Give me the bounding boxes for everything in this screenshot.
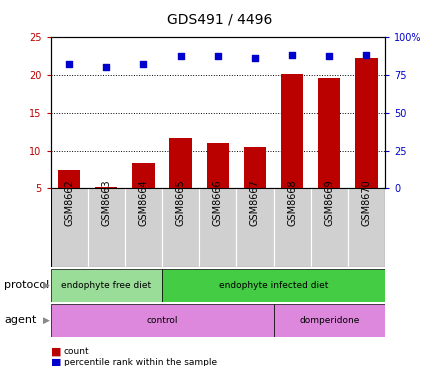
Bar (132, 164, 154, 188)
Text: GSM8664: GSM8664 (139, 180, 148, 226)
Bar (162, 188, 199, 267)
Text: ■: ■ (51, 346, 61, 356)
Bar (311, 188, 348, 267)
Bar (355, 58, 378, 188)
Bar (274, 304, 385, 337)
Bar (244, 147, 266, 188)
Text: ■: ■ (51, 357, 61, 366)
Point (251, 55, 258, 61)
Point (214, 53, 221, 59)
Point (66, 61, 73, 67)
Bar (318, 78, 341, 188)
Bar (274, 188, 311, 267)
Text: GSM8665: GSM8665 (176, 179, 186, 226)
Text: GSM8666: GSM8666 (213, 180, 223, 226)
Bar (51, 304, 274, 337)
Bar (281, 74, 303, 188)
Point (326, 53, 333, 59)
Text: domperidone: domperidone (299, 316, 359, 325)
Text: GSM8662: GSM8662 (64, 179, 74, 226)
Point (177, 53, 184, 59)
Text: percentile rank within the sample: percentile rank within the sample (64, 358, 217, 366)
Bar (125, 188, 162, 267)
Bar (58, 169, 81, 188)
Bar (236, 188, 274, 267)
Point (289, 52, 296, 58)
Text: ▶: ▶ (43, 316, 50, 325)
Text: GSM8669: GSM8669 (324, 180, 334, 226)
Bar (207, 143, 229, 188)
Bar (348, 188, 385, 267)
Text: endophyte free diet: endophyte free diet (61, 281, 151, 290)
Bar (51, 269, 162, 302)
Point (363, 52, 370, 58)
Text: endophyte infected diet: endophyte infected diet (219, 281, 328, 290)
Text: GSM8667: GSM8667 (250, 179, 260, 226)
Point (103, 64, 110, 70)
Text: agent: agent (4, 315, 37, 325)
Bar (199, 188, 236, 267)
Bar (88, 188, 125, 267)
Text: GDS491 / 4496: GDS491 / 4496 (167, 13, 273, 27)
Text: ▶: ▶ (43, 281, 50, 290)
Text: count: count (64, 347, 89, 356)
Text: GSM8670: GSM8670 (361, 179, 371, 226)
Text: GSM8663: GSM8663 (101, 180, 111, 226)
Text: GSM8668: GSM8668 (287, 180, 297, 226)
Bar (51, 188, 88, 267)
Text: control: control (147, 316, 178, 325)
Bar (95, 187, 117, 188)
Bar (162, 269, 385, 302)
Bar (169, 138, 192, 188)
Point (140, 61, 147, 67)
Text: protocol: protocol (4, 280, 50, 291)
